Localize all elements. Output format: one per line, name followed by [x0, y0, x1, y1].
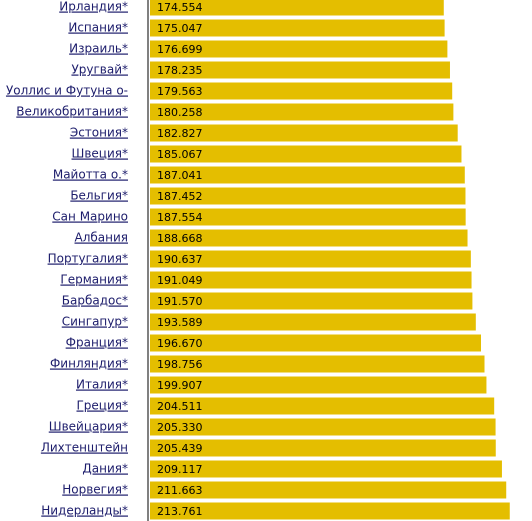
category-link[interactable]: Израиль* [69, 42, 128, 56]
value-label: 179.563 [157, 85, 203, 98]
category-link[interactable]: Италия* [76, 378, 128, 392]
category-link[interactable]: Уругвай* [71, 63, 128, 77]
bar [150, 460, 502, 478]
bar [150, 418, 496, 436]
value-label: 205.330 [157, 421, 203, 434]
bar [150, 502, 510, 520]
value-label: 187.554 [157, 211, 203, 224]
value-label: 178.235 [157, 64, 203, 77]
bar [150, 481, 507, 499]
category-link[interactable]: Испания* [68, 21, 128, 35]
category-link[interactable]: Ирландия* [59, 0, 128, 14]
value-label: 191.049 [157, 274, 203, 287]
bar [150, 61, 450, 79]
category-link[interactable]: Норвегия* [62, 483, 128, 497]
category-link[interactable]: Майотта о.* [53, 168, 128, 182]
value-label: 182.827 [157, 127, 203, 140]
category-link[interactable]: Бельгия* [70, 189, 128, 203]
category-link[interactable]: Финляндия* [50, 357, 128, 371]
bar [150, 250, 471, 268]
value-label: 198.756 [157, 358, 203, 371]
value-label: 180.258 [157, 106, 203, 119]
value-label: 193.589 [157, 316, 203, 329]
bar [150, 19, 445, 37]
category-link[interactable]: Великобритания* [16, 105, 128, 119]
category-link[interactable]: Греция* [76, 399, 128, 413]
bar [150, 166, 465, 184]
value-label: 199.907 [157, 379, 203, 392]
bar [150, 229, 468, 247]
bar [150, 376, 487, 394]
bar [150, 355, 485, 373]
bar [150, 145, 462, 163]
bar [150, 187, 466, 205]
value-label: 175.047 [157, 22, 203, 35]
bar [150, 334, 481, 352]
bar [150, 271, 472, 289]
value-label: 190.637 [157, 253, 203, 266]
value-label: 188.668 [157, 232, 203, 245]
bar [150, 82, 453, 100]
bar [150, 103, 454, 121]
bar [150, 397, 495, 415]
value-label: 204.511 [157, 400, 203, 413]
value-label: 209.117 [157, 463, 203, 476]
category-link[interactable]: Португалия* [48, 252, 128, 266]
category-link[interactable]: Германия* [60, 273, 128, 287]
category-link[interactable]: Швейцария* [49, 420, 128, 434]
category-link[interactable]: Нидерланды* [41, 504, 128, 518]
bar [150, 439, 496, 457]
category-link[interactable]: Сан Марино [52, 210, 128, 224]
category-link[interactable]: Дания* [82, 462, 128, 476]
bar [150, 0, 444, 16]
value-label: 213.761 [157, 505, 203, 518]
category-link[interactable]: Барбадос* [62, 294, 128, 308]
bar [150, 208, 466, 226]
category-link[interactable]: Франция* [66, 336, 128, 350]
value-label: 211.663 [157, 484, 203, 497]
category-link[interactable]: Сингапур* [62, 315, 128, 329]
value-label: 187.041 [157, 169, 203, 182]
bar [150, 40, 448, 58]
value-label: 176.699 [157, 43, 203, 56]
value-label: 196.670 [157, 337, 203, 350]
value-label: 187.452 [157, 190, 203, 203]
value-label: 185.067 [157, 148, 203, 161]
value-label: 205.439 [157, 442, 203, 455]
category-link[interactable]: Уоллис и Футуна о- [6, 84, 128, 98]
category-link[interactable]: Албания [75, 231, 129, 245]
bar [150, 124, 458, 142]
bar [150, 292, 473, 310]
category-link[interactable]: Эстония* [70, 126, 128, 140]
bar [150, 313, 476, 331]
value-label: 174.554 [157, 1, 203, 14]
category-link[interactable]: Лихтенштейн [41, 441, 128, 455]
category-link[interactable]: Швеция* [72, 147, 128, 161]
value-label: 191.570 [157, 295, 203, 308]
